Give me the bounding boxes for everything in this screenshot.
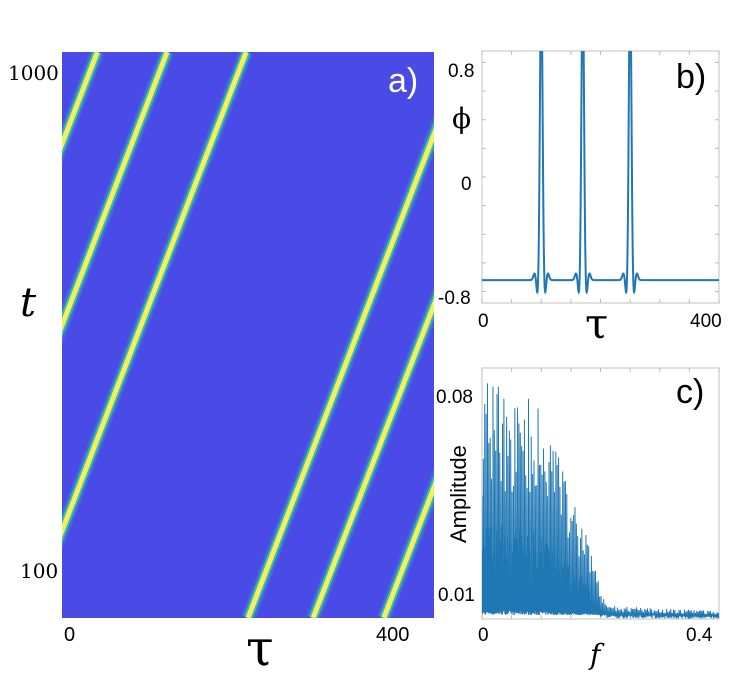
heatmap-band-stroke: [0, 52, 33, 618]
panel-c-series-line: [482, 383, 719, 619]
heatmap-band-stroke: [62, 52, 249, 538]
heatmap-band-stroke: [0, 52, 33, 618]
heatmap-band-stroke: [0, 52, 33, 618]
panel-a-x-tick-left: 0: [64, 624, 75, 646]
heatmap-background: [62, 52, 434, 618]
panel-c-x-tick-left: 0: [478, 625, 489, 646]
heatmap-band: [377, 467, 434, 618]
panel-a-y-tick-bottom: 100: [20, 559, 58, 583]
heatmap-band: [0, 52, 33, 618]
heatmap-band-stroke: [62, 52, 170, 333]
panel-b-y-label: ϕ: [452, 102, 471, 135]
panel-a-y-label: t: [20, 280, 37, 326]
heatmap-band-stroke: [245, 127, 434, 618]
panel-a-y-tick-top: 1000: [8, 61, 59, 85]
panel-b-x-label: τ: [585, 299, 608, 348]
panel-b-y-tick-mid: 0: [461, 174, 472, 195]
panel-c-y-tick-top: 0.08: [436, 387, 473, 408]
panel-b-x-tick-right: 400: [690, 311, 722, 332]
heatmap-band: [241, 114, 434, 618]
panel-b-label: b): [676, 58, 706, 96]
panel-a-label: a): [388, 62, 418, 100]
panel-b-y-tick-bottom: -0.8: [438, 288, 471, 309]
panel-c-x-label: f: [588, 638, 605, 671]
panel-c: c) 0.08 0.01 Amplitude 0 0.4 f: [436, 367, 720, 671]
heatmap-band-stroke: [381, 480, 434, 618]
panel-b-y-tick-top: 0.8: [448, 61, 474, 82]
panel-b-x-tick-left: 0: [478, 311, 489, 332]
panel-b: b) 0.8 0 -0.8 ϕ 0 400 τ: [438, 50, 722, 348]
panel-a: a) 1000 100 t 0 400 τ: [0, 52, 434, 677]
heatmap-band: [306, 285, 434, 618]
panel-c-label: c): [676, 373, 704, 411]
panel-b-frame: [481, 50, 720, 304]
panel-c-y-tick-bottom: 0.01: [438, 585, 475, 606]
heatmap-band: [62, 52, 174, 345]
panel-a-x-tick-right: 400: [376, 624, 409, 646]
panel-c-y-label: Amplitude: [446, 445, 471, 543]
heatmap-band: [62, 52, 253, 551]
panel-a-x-label: τ: [246, 619, 274, 677]
heatmap-bands: [0, 52, 434, 618]
heatmap-band-stroke: [310, 297, 434, 618]
panel-c-x-tick-right: 0.4: [686, 625, 713, 646]
panel-b-series-line: [482, 51, 719, 295]
